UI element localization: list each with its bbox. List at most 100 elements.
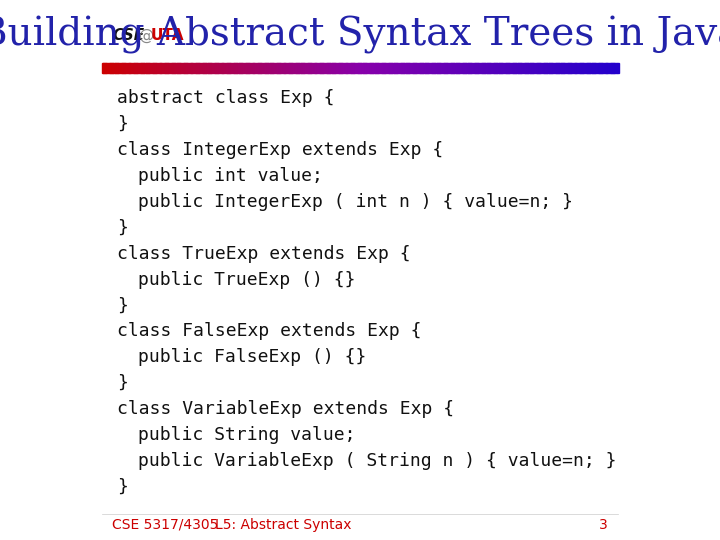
Bar xyxy=(449,63,451,73)
Bar xyxy=(157,63,159,73)
Bar xyxy=(599,63,602,73)
Text: public VariableExp ( String n ) { value=n; }: public VariableExp ( String n ) { value=… xyxy=(138,452,616,470)
Bar xyxy=(593,63,595,73)
Text: abstract class Exp {: abstract class Exp { xyxy=(117,89,335,107)
Bar xyxy=(386,63,388,73)
Bar xyxy=(209,63,211,73)
Bar xyxy=(562,63,564,73)
Bar xyxy=(369,63,371,73)
Bar xyxy=(293,63,295,73)
Bar xyxy=(585,63,588,73)
Bar xyxy=(410,63,412,73)
Bar xyxy=(127,63,130,73)
Bar xyxy=(365,63,367,73)
Text: public int value;: public int value; xyxy=(138,167,323,185)
Bar xyxy=(169,63,171,73)
Bar xyxy=(492,63,495,73)
Bar xyxy=(200,63,202,73)
Bar xyxy=(124,63,126,73)
Bar xyxy=(319,63,321,73)
Bar xyxy=(568,63,571,73)
Bar xyxy=(153,63,156,73)
Bar xyxy=(384,63,387,73)
Bar xyxy=(291,63,293,73)
Bar xyxy=(513,63,516,73)
Bar xyxy=(294,63,297,73)
Bar xyxy=(272,63,274,73)
Bar xyxy=(548,63,550,73)
Bar xyxy=(114,63,116,73)
Bar xyxy=(559,63,562,73)
Bar xyxy=(482,63,485,73)
Bar xyxy=(395,63,397,73)
Bar xyxy=(470,63,472,73)
Bar xyxy=(145,63,147,73)
Bar xyxy=(155,63,157,73)
Bar xyxy=(186,63,189,73)
Bar xyxy=(339,63,341,73)
Bar xyxy=(458,63,460,73)
Bar xyxy=(606,63,608,73)
Bar xyxy=(353,63,356,73)
Bar xyxy=(146,63,149,73)
Bar xyxy=(432,63,435,73)
Bar xyxy=(148,63,150,73)
Bar xyxy=(441,63,444,73)
Bar xyxy=(158,63,161,73)
Bar xyxy=(220,63,222,73)
Bar xyxy=(467,63,469,73)
Bar xyxy=(392,63,395,73)
Bar xyxy=(136,63,138,73)
Bar xyxy=(598,63,600,73)
Bar xyxy=(489,63,491,73)
Bar xyxy=(236,63,238,73)
Bar xyxy=(611,63,613,73)
Bar xyxy=(407,63,409,73)
Bar xyxy=(109,63,111,73)
Bar xyxy=(343,63,345,73)
Bar xyxy=(577,63,579,73)
Bar xyxy=(225,63,228,73)
Bar xyxy=(616,63,618,73)
Bar xyxy=(506,63,508,73)
Bar xyxy=(608,63,611,73)
Bar xyxy=(563,63,565,73)
Bar xyxy=(215,63,217,73)
Bar xyxy=(531,63,533,73)
Bar xyxy=(508,63,510,73)
Bar xyxy=(491,63,493,73)
Bar xyxy=(308,63,310,73)
Text: L5: Abstract Syntax: L5: Abstract Syntax xyxy=(215,518,352,532)
Bar xyxy=(456,63,459,73)
Bar xyxy=(217,63,220,73)
Text: CSE: CSE xyxy=(112,28,144,43)
Bar xyxy=(537,63,539,73)
Bar xyxy=(348,63,350,73)
Bar xyxy=(601,63,603,73)
Bar xyxy=(245,63,247,73)
Bar xyxy=(532,63,534,73)
Text: class IntegerExp extends Exp {: class IntegerExp extends Exp { xyxy=(117,141,444,159)
Bar xyxy=(264,63,266,73)
Text: @: @ xyxy=(139,28,154,43)
Bar xyxy=(289,63,292,73)
Bar xyxy=(377,63,379,73)
Bar xyxy=(121,63,123,73)
Text: class VariableExp extends Exp {: class VariableExp extends Exp { xyxy=(117,400,454,418)
Bar xyxy=(267,63,269,73)
Bar xyxy=(527,63,529,73)
Bar xyxy=(282,63,284,73)
Bar xyxy=(539,63,541,73)
Bar xyxy=(474,63,476,73)
Bar xyxy=(104,63,106,73)
Bar xyxy=(277,63,279,73)
Bar xyxy=(210,63,212,73)
Bar xyxy=(317,63,319,73)
Text: class TrueExp extends Exp {: class TrueExp extends Exp { xyxy=(117,245,411,262)
Bar xyxy=(117,63,120,73)
Bar xyxy=(250,63,252,73)
Bar xyxy=(350,63,352,73)
Bar xyxy=(603,63,605,73)
Bar xyxy=(520,63,523,73)
Bar xyxy=(140,63,142,73)
